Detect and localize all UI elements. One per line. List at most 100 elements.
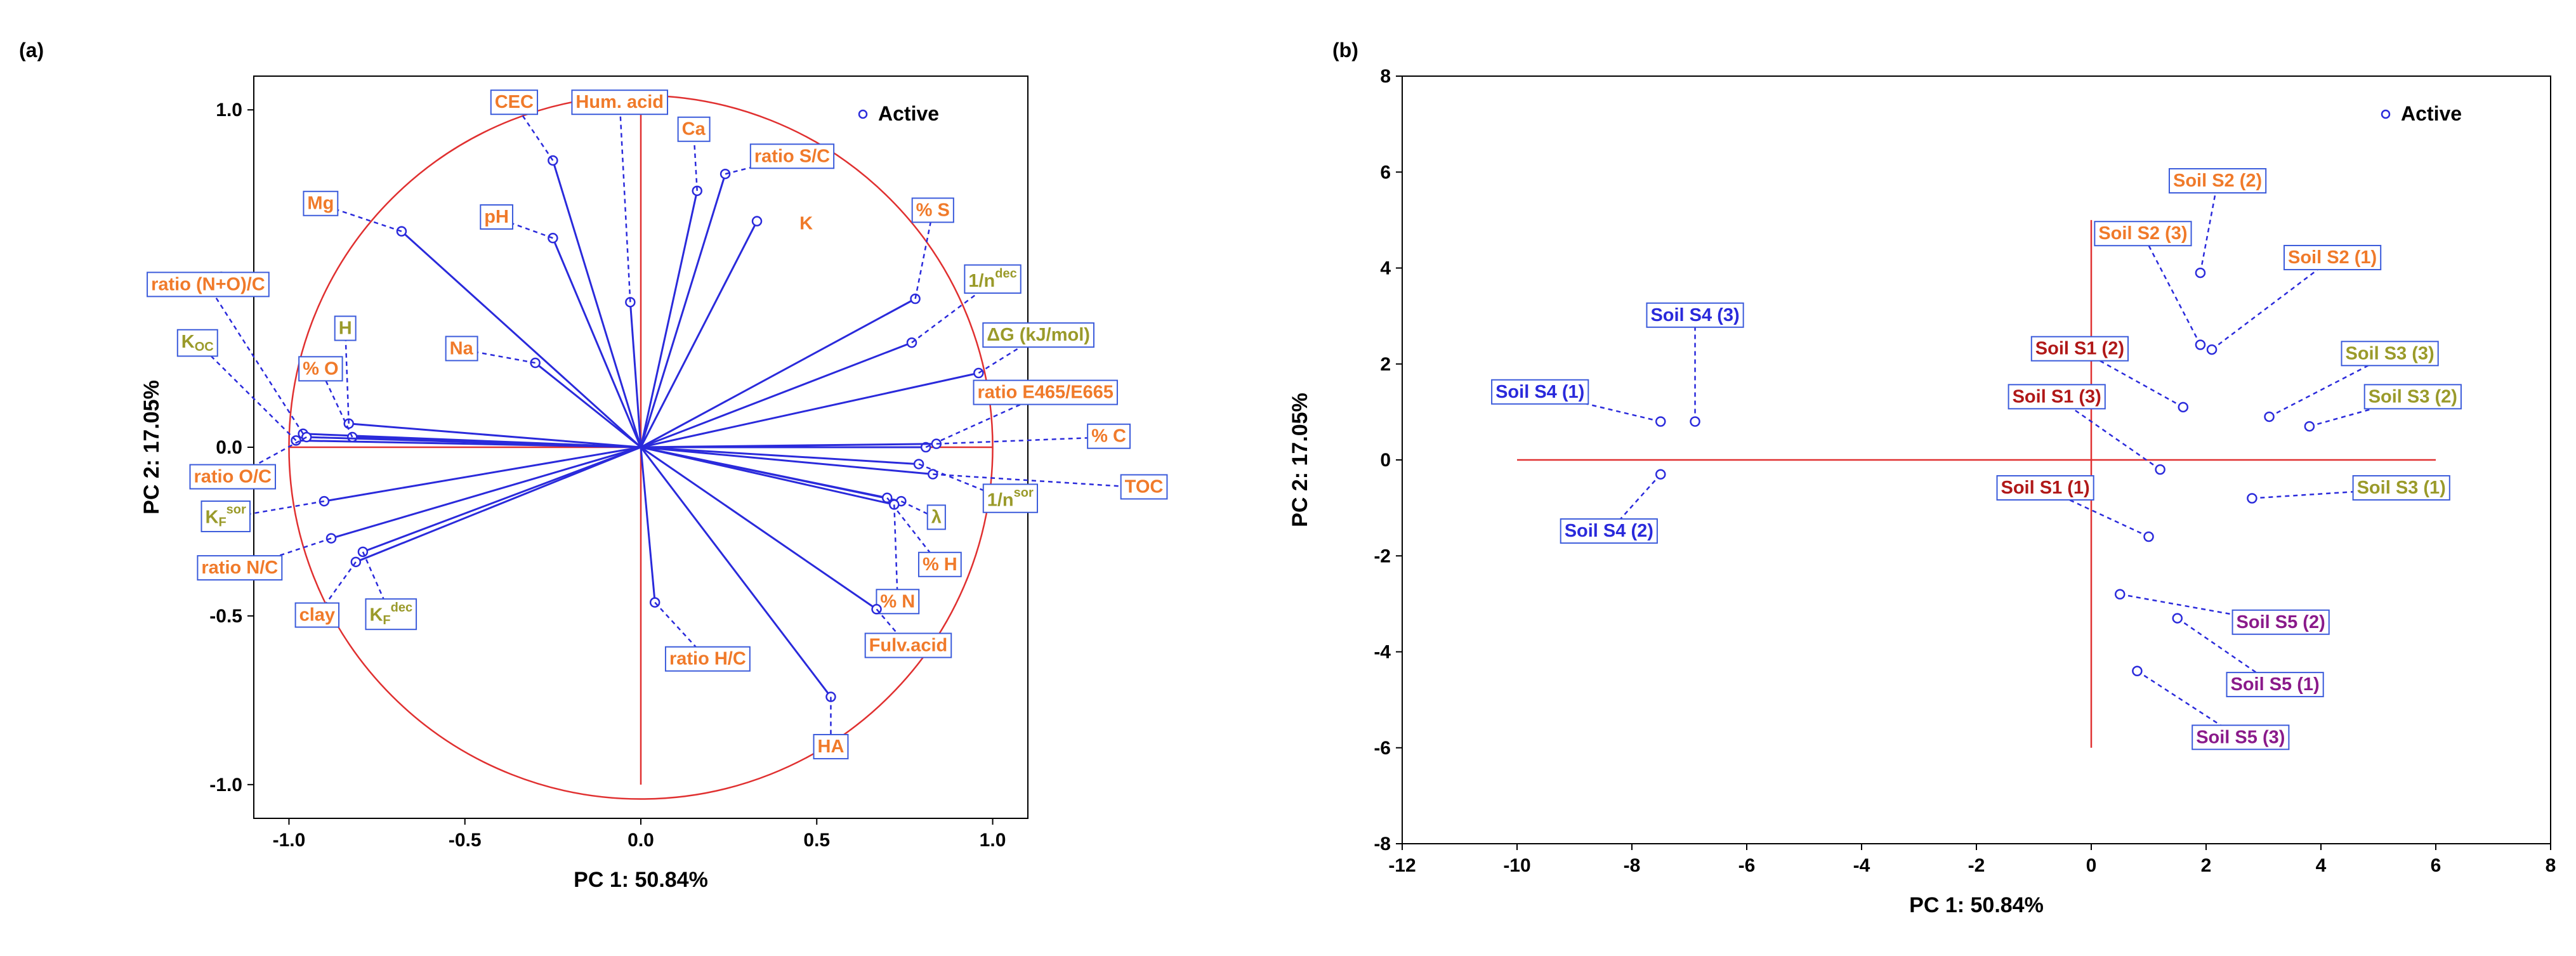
sample-label: Soil S4 (1) [1495,382,1584,402]
legend-marker [2381,109,2391,119]
label-box [964,264,1022,294]
label-box [197,555,283,581]
x-tick-label: 0.0 [628,830,654,851]
score-point [2115,589,2126,599]
variable-label: % C [1091,426,1126,447]
y-axis-title: PC 2: 17.05% [140,380,164,514]
variable-label: ratio S/C [754,146,830,166]
y-tick-label: 1.0 [216,100,242,121]
label-box [303,190,339,216]
label-box [571,89,669,115]
label-box [982,322,1094,348]
label-box [2231,609,2330,635]
score-point [2247,493,2257,504]
x-tick-label: 1.0 [980,830,1006,851]
label-box [2341,341,2439,367]
x-tick-label: -6 [1738,855,1756,876]
leader-line [2199,181,2219,273]
x-axis-title: PC 1: 50.84% [574,868,708,892]
sample-label: Soil S3 (3) [2345,343,2434,363]
leader-line [2142,233,2202,346]
x-tick-label: -12 [1388,855,1416,876]
variable-label: CEC [495,92,534,112]
label-box [2192,724,2290,750]
sample-label: Soil S4 (2) [1565,521,1653,541]
loading-vector [640,443,936,449]
y-tick-label: -8 [1374,834,1391,855]
variable-label: % O [303,358,338,379]
loading-vector [306,436,641,449]
leader-line [886,497,941,566]
score-point [1655,416,1666,427]
variable-label: ratio H/C [669,649,746,669]
label-box [176,329,218,357]
score-point [2206,344,2218,355]
variable-label: 1/ndec [968,267,1016,291]
sample-label: Soil S2 (1) [2288,247,2377,268]
leader-line [900,500,937,519]
leader-line [936,436,1109,445]
x-tick-label: -10 [1503,855,1530,876]
x-tick-label: -0.5 [449,830,482,851]
label-box [813,733,849,759]
variable-label: ΔG (kJ/mol) [987,325,1090,345]
leader-line [933,473,1145,489]
label-box [982,483,1039,513]
variable-label: HA [818,737,844,757]
variable-label: λ [931,507,942,527]
score-point [2155,464,2165,475]
label-box [2008,384,2106,410]
label-box [365,598,417,631]
score-point [2195,267,2206,278]
score-point [2143,531,2154,542]
label-box [1087,423,1131,449]
loading-vector [324,446,641,502]
y-tick-label: 0.0 [216,437,242,458]
loading-vector [640,190,699,448]
label-box [189,464,277,490]
y-tick-label: -0.5 [209,606,242,627]
panel-b-chart: -12 -10 -8 -6 -4 -2 0 2 4 6 8 -8 -6 -4 -2 0 2 4 6 8 PC 1: 50… [1288,66,2556,917]
leader-line [316,561,357,617]
loading-vector [640,341,912,449]
leader-line [914,211,934,299]
x-tick-label: -8 [1624,855,1641,876]
sample-label: Soil S5 (1) [2230,674,2319,695]
variable-label: % H [923,554,957,575]
label-box [1646,302,1744,328]
variable-label: Hum. acid [575,92,664,112]
label-box [864,632,952,658]
score-point [1690,416,1700,427]
label-box [1560,518,1658,544]
loading-vector [331,446,641,540]
sample-label: Soil S2 (2) [2173,171,2262,191]
score-point [2132,665,2143,676]
leader-line [461,348,536,364]
variable-label: Fulv.acid [869,635,948,655]
label-box [917,551,962,577]
variable-label: % S [916,200,950,220]
sample-label: Soil S3 (2) [2369,386,2457,407]
variable-label: pH [484,207,509,227]
loading-point [751,216,763,226]
score-point [2264,411,2275,422]
label-box [200,500,251,532]
label-box [2168,168,2267,194]
loading-vector [362,446,641,553]
label-box [2226,672,2324,698]
variable-label: ratio (N+O)/C [151,274,265,294]
variable-label: K [799,214,813,234]
y-axis-title: PC 2: 17.05% [1288,393,1312,527]
score-point [2172,613,2183,624]
x-tick-label: -2 [1968,855,1985,876]
loading-vector [640,173,726,448]
label-box [2030,336,2129,362]
leader-line [893,504,899,603]
loading-vector [551,237,642,448]
loading-vector [400,230,642,449]
loading-vector [640,446,933,476]
leader-line [207,285,304,435]
score-point [2304,421,2315,432]
label-box [677,116,711,142]
